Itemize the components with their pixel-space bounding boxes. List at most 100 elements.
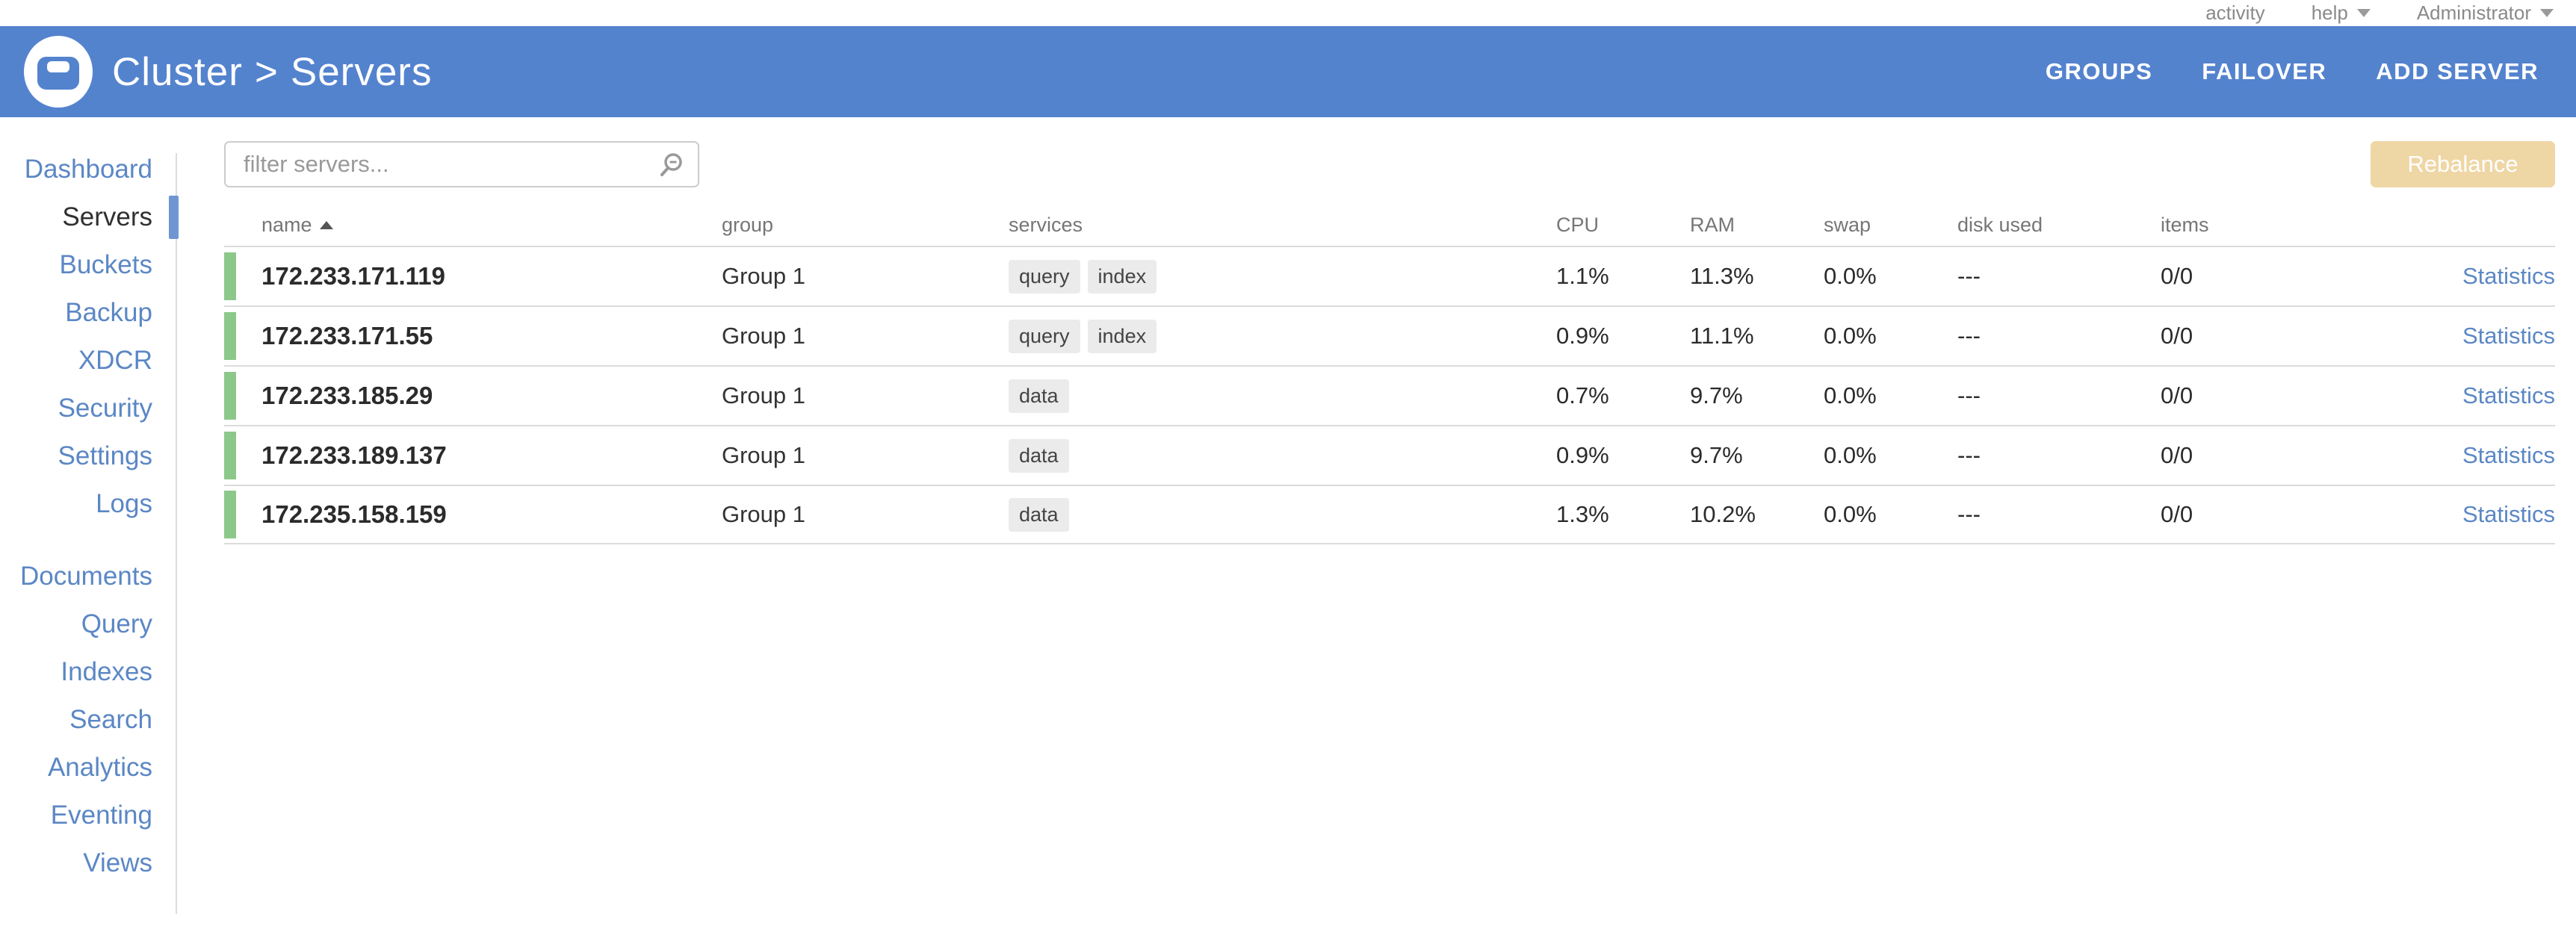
table-row[interactable]: 172.235.158.159 Group 1 data 1.3% 10.2% … <box>224 485 2555 544</box>
breadcrumb-root: Cluster <box>112 49 243 94</box>
health-cell <box>224 432 261 479</box>
activity-link[interactable]: activity <box>2205 1 2264 25</box>
items-value: 0/0 <box>2161 501 2193 527</box>
stats-cell: Statistics <box>2309 501 2555 528</box>
sidebar-item-analytics[interactable]: Analytics <box>47 753 152 782</box>
disk-used-value: --- <box>1957 442 1981 468</box>
app-header: Cluster > Servers GROUPS FAILOVER ADD SE… <box>0 26 2576 117</box>
health-cell <box>224 252 261 300</box>
disk-used-value: --- <box>1957 263 1981 289</box>
sidebar-item-xdcr[interactable]: XDCR <box>78 346 152 375</box>
sidebar-item-documents[interactable]: Documents <box>19 562 152 591</box>
sidebar-group-gap <box>0 528 176 553</box>
column-header-group[interactable]: group <box>722 213 774 236</box>
sidebar-item-buckets[interactable]: Buckets <box>59 250 153 279</box>
help-menu[interactable]: help <box>2312 1 2371 25</box>
disk-used-value: --- <box>1957 501 1981 527</box>
disk-used-value: --- <box>1957 323 1981 349</box>
breadcrumb-current: Servers <box>290 49 433 94</box>
sidebar-item-settings[interactable]: Settings <box>58 441 152 470</box>
chevron-down-icon <box>2540 9 2554 17</box>
server-services: query index <box>1009 319 1556 353</box>
sort-ascending-icon <box>319 220 333 229</box>
sidebar-item-security[interactable]: Security <box>58 394 152 423</box>
top-utility-bar: activity help Administrator <box>0 0 2576 26</box>
column-header-ram[interactable]: RAM <box>1690 213 1735 236</box>
swap-value: 0.0% <box>1824 382 1877 408</box>
health-cell <box>224 312 261 360</box>
chevron-down-icon <box>2356 9 2371 17</box>
column-header-items[interactable]: items <box>2161 213 2209 236</box>
service-badge: index <box>1087 319 1157 353</box>
column-header-disk-used[interactable]: disk used <box>1957 213 2043 236</box>
statistics-link[interactable]: Statistics <box>2462 263 2555 289</box>
stats-cell: Statistics <box>2309 323 2555 349</box>
sidebar-nav: Dashboard Servers Buckets Backup XDCR Se… <box>0 146 179 887</box>
stats-cell: Statistics <box>2309 382 2555 409</box>
sidebar-divider <box>176 153 177 914</box>
statistics-link[interactable]: Statistics <box>2462 323 2555 349</box>
statistics-link[interactable]: Statistics <box>2462 442 2555 468</box>
healthy-status-bar <box>224 312 236 360</box>
table-row[interactable]: 172.233.189.137 Group 1 data 0.9% 9.7% 0… <box>224 425 2555 485</box>
sidebar-item-label: Servers <box>62 202 152 232</box>
sidebar-item-dashboard[interactable]: Dashboard <box>24 155 152 184</box>
server-name: 172.233.171.55 <box>261 322 433 349</box>
sidebar-item-indexes[interactable]: Indexes <box>61 657 152 686</box>
search-icon <box>660 153 682 176</box>
health-cell <box>224 491 261 538</box>
swap-value: 0.0% <box>1824 442 1877 468</box>
column-header-name[interactable]: name <box>261 214 722 237</box>
table-row[interactable]: 172.233.171.55 Group 1 query index 0.9% … <box>224 305 2555 365</box>
sidebar-item-search[interactable]: Search <box>69 705 152 734</box>
server-name: 172.233.171.119 <box>261 262 445 290</box>
sidebar-item-backup[interactable]: Backup <box>65 298 152 327</box>
items-value: 0/0 <box>2161 323 2193 349</box>
sidebar-item-query[interactable]: Query <box>81 609 152 638</box>
service-badge: index <box>1087 259 1157 293</box>
service-badge: data <box>1009 379 1069 413</box>
filter-servers-input[interactable] <box>224 141 699 187</box>
items-value: 0/0 <box>2161 263 2193 289</box>
stats-cell: Statistics <box>2309 442 2555 469</box>
statistics-link[interactable]: Statistics <box>2462 382 2555 408</box>
help-label: help <box>2311 1 2348 24</box>
table-row[interactable]: 172.233.185.29 Group 1 data 0.7% 9.7% 0.… <box>224 365 2555 425</box>
healthy-status-bar <box>224 372 236 420</box>
column-header-swap[interactable]: swap <box>1824 213 1871 236</box>
main-area: Dashboard Servers Buckets Backup XDCR Se… <box>0 117 2576 926</box>
user-label: Administrator <box>2416 1 2531 24</box>
table-row[interactable]: 172.233.171.119 Group 1 query index 1.1%… <box>224 246 2555 305</box>
statistics-link[interactable]: Statistics <box>2462 501 2555 527</box>
stats-cell: Statistics <box>2309 263 2555 290</box>
cpu-value: 1.3% <box>1556 501 1609 527</box>
sidebar-item-servers[interactable]: Servers <box>0 193 179 241</box>
column-header-services[interactable]: services <box>1009 213 1083 236</box>
server-name: 172.233.189.137 <box>261 441 447 469</box>
column-header-cpu[interactable]: CPU <box>1556 213 1600 236</box>
rebalance-button[interactable]: Rebalance <box>2371 141 2555 187</box>
user-menu[interactable]: Administrator <box>2417 1 2554 25</box>
servers-content: Rebalance name group services CPU RAM sw… <box>224 141 2555 544</box>
ram-value: 9.7% <box>1690 442 1743 468</box>
groups-button[interactable]: GROUPS <box>2045 58 2153 84</box>
healthy-status-bar <box>224 432 236 479</box>
ram-value: 11.3% <box>1690 263 1754 289</box>
failover-button[interactable]: FAILOVER <box>2202 58 2327 84</box>
sidebar-item-logs[interactable]: Logs <box>96 489 152 518</box>
healthy-status-bar <box>224 491 236 538</box>
server-group: Group 1 <box>722 263 806 289</box>
activity-label: activity <box>2205 1 2265 24</box>
server-services: data <box>1009 379 1556 413</box>
sidebar-item-eventing[interactable]: Eventing <box>50 801 152 830</box>
swap-value: 0.0% <box>1824 263 1877 289</box>
active-nav-indicator <box>169 196 179 239</box>
swap-value: 0.0% <box>1824 501 1877 527</box>
disk-used-value: --- <box>1957 382 1981 408</box>
items-value: 0/0 <box>2161 382 2193 408</box>
service-badge: data <box>1009 438 1069 473</box>
server-group: Group 1 <box>722 382 806 408</box>
add-server-button[interactable]: ADD SERVER <box>2376 58 2539 84</box>
sidebar-item-views[interactable]: Views <box>83 848 152 877</box>
filter-field-wrap <box>224 141 699 187</box>
